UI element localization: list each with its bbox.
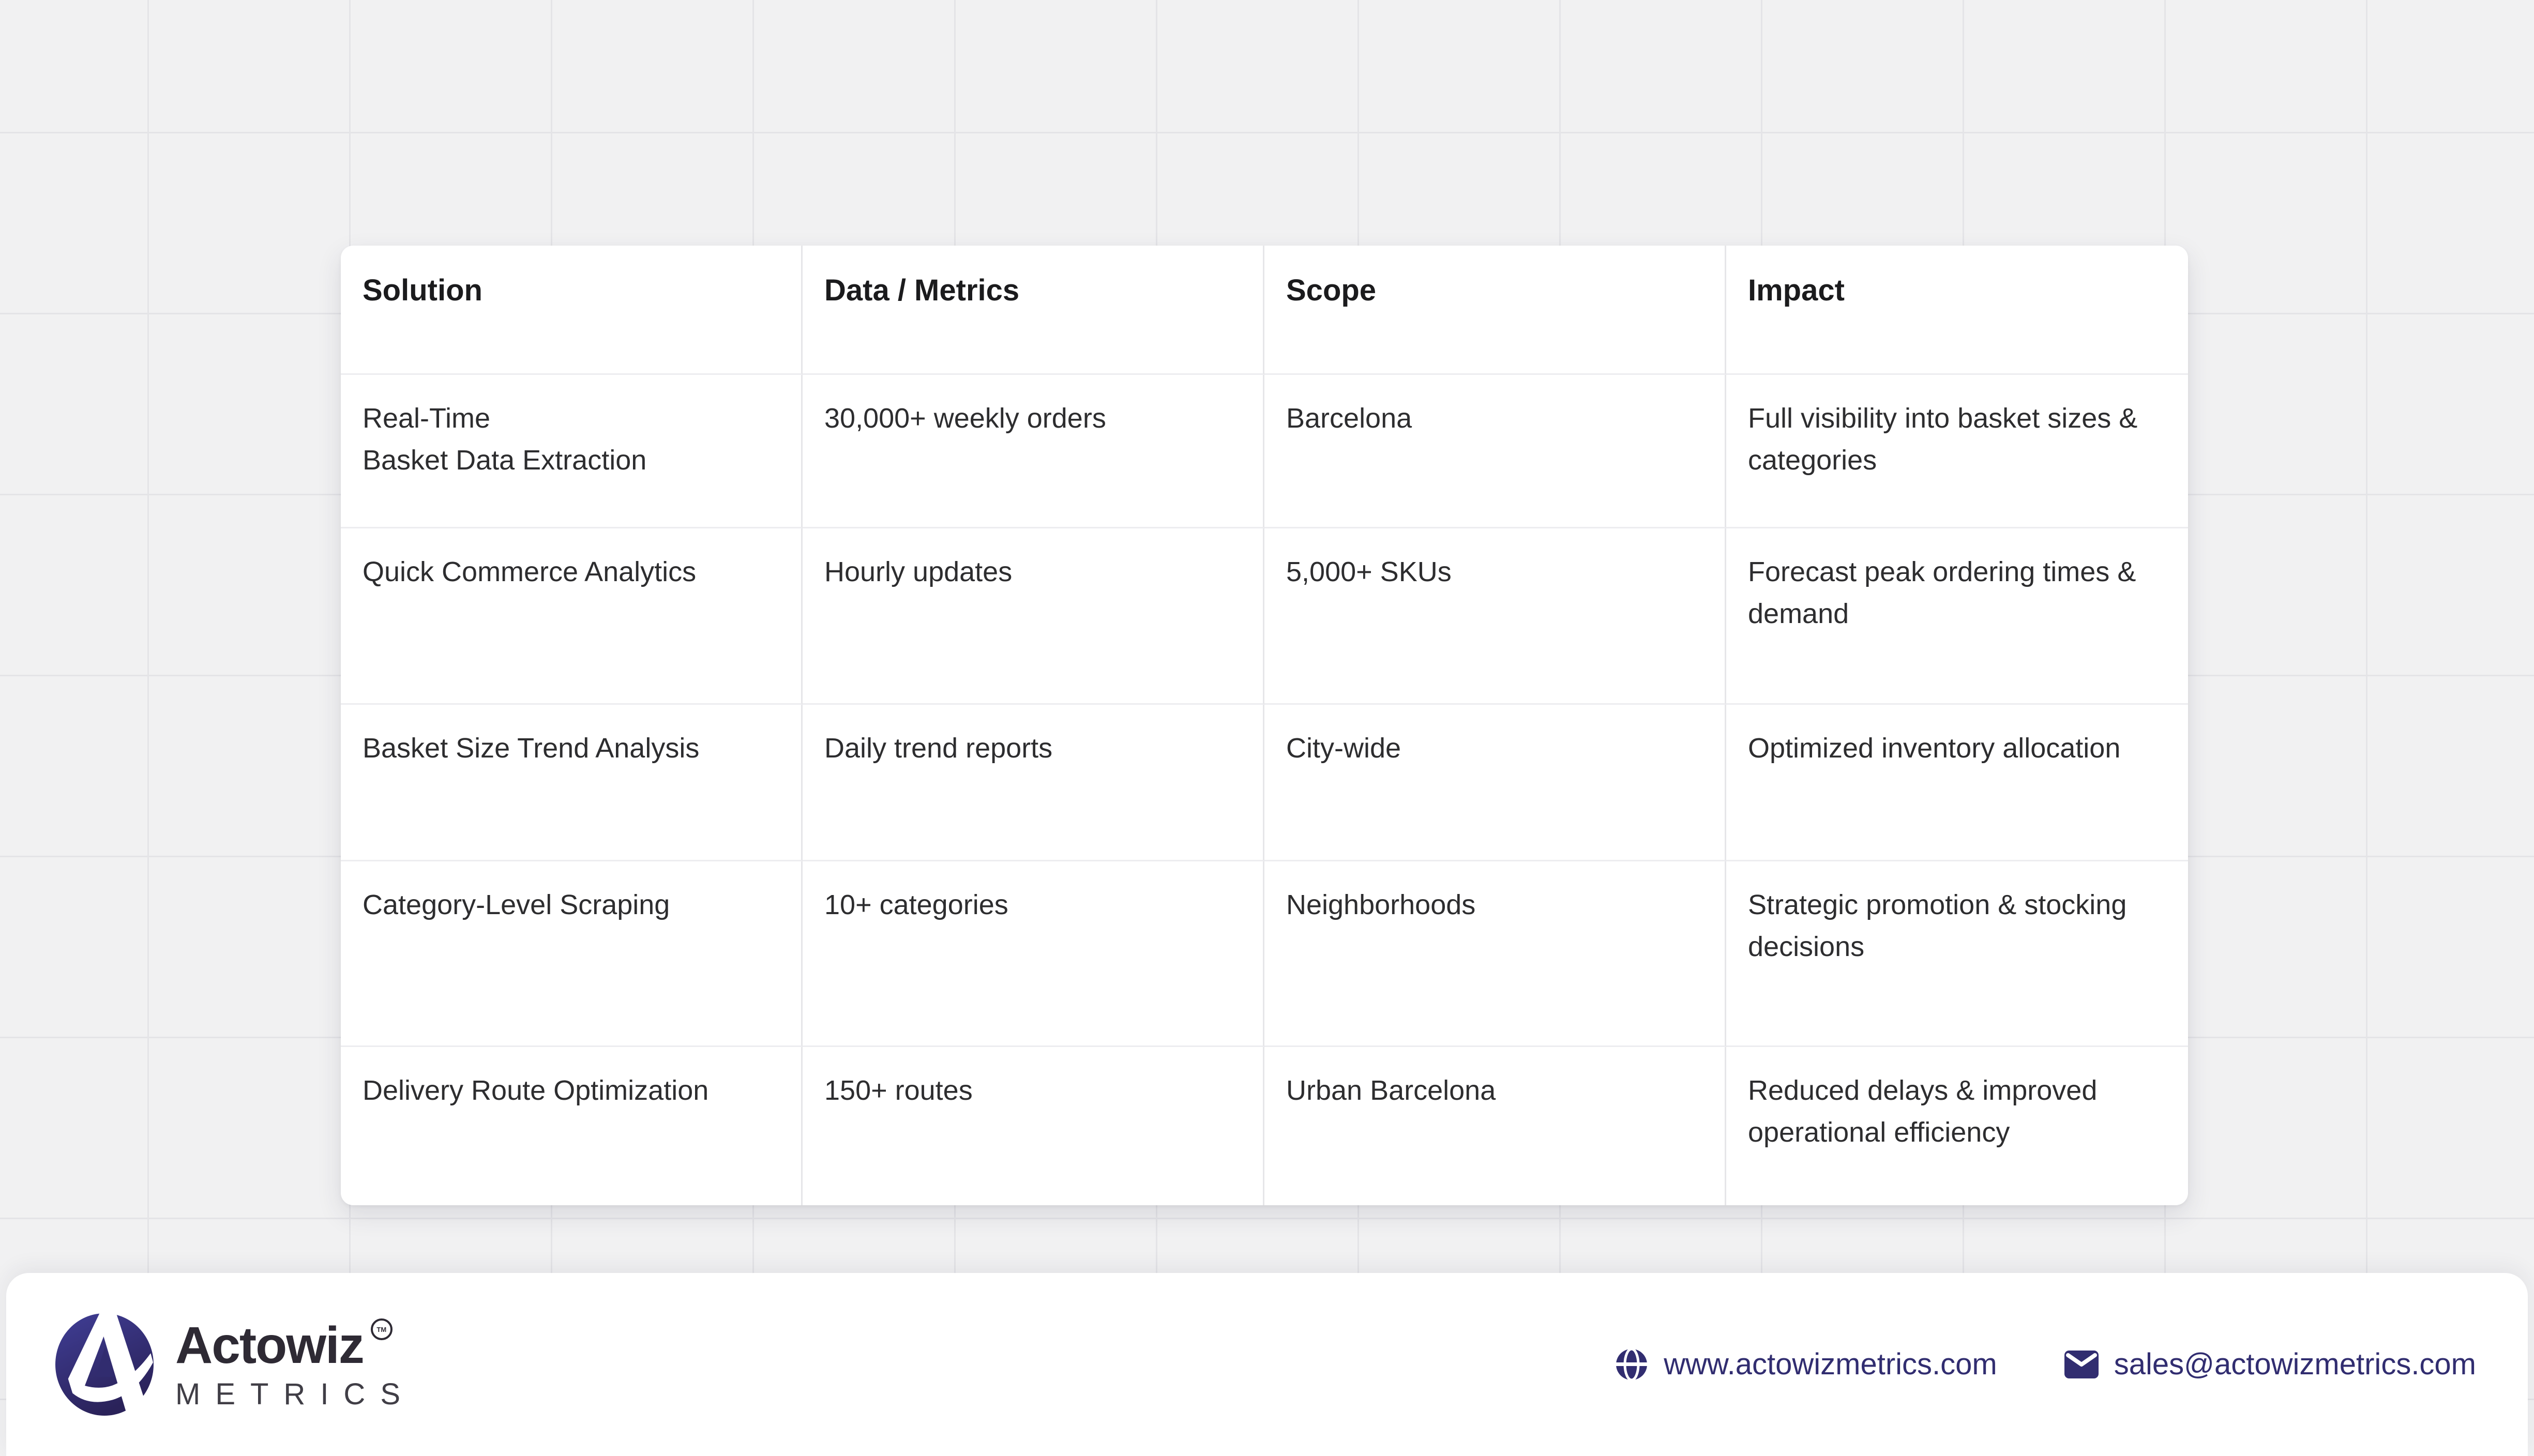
table-cell-solution: Quick Commerce Analytics <box>341 528 803 705</box>
footer-bar: Actowiz TM METRICS www.actowizmetrics.co… <box>6 1273 2528 1456</box>
table-cell-data_metrics: 150+ routes <box>803 1047 1264 1205</box>
table-cell-scope: 5,000+ SKUs <box>1264 528 1726 705</box>
column-header-scope: Scope <box>1264 246 1726 375</box>
column-header-data-metrics: Data / Metrics <box>803 246 1264 375</box>
table-cell-data_metrics: Hourly updates <box>803 528 1264 705</box>
email-link-label[interactable]: sales@actowizmetrics.com <box>2114 1348 2476 1381</box>
table-cell-solution: Real-Time Basket Data Extraction <box>341 375 803 528</box>
table-cell-scope: Urban Barcelona <box>1264 1047 1726 1205</box>
website-link-label[interactable]: www.actowizmetrics.com <box>1664 1348 1997 1381</box>
brand-logo: Actowiz TM METRICS <box>55 1313 415 1416</box>
website-link[interactable]: www.actowizmetrics.com <box>1615 1348 1997 1381</box>
table-cell-scope: Neighborhoods <box>1264 861 1726 1047</box>
table-cell-impact: Optimized inventory allocation <box>1726 705 2188 861</box>
table-cell-solution: Category-Level Scraping <box>341 861 803 1047</box>
table-cell-solution: Basket Size Trend Analysis <box>341 705 803 861</box>
column-header-solution: Solution <box>341 246 803 375</box>
mail-icon <box>2064 1351 2099 1378</box>
column-header-impact: Impact <box>1726 246 2188 375</box>
trademark-icon: TM <box>371 1318 393 1340</box>
table-cell-scope: City-wide <box>1264 705 1726 861</box>
globe-icon <box>1615 1348 1648 1381</box>
table-cell-data_metrics: 30,000+ weekly orders <box>803 375 1264 528</box>
table-cell-solution: Delivery Route Optimization <box>341 1047 803 1205</box>
table-cell-impact: Forecast peak ordering times & demand <box>1726 528 2188 705</box>
footer-contacts: www.actowizmetrics.com sales@actowizmetr… <box>1615 1348 2476 1381</box>
table-cell-scope: Barcelona <box>1264 375 1726 528</box>
table-cell-impact: Reduced delays & improved operational ef… <box>1726 1047 2188 1205</box>
solutions-table: Solution Data / Metrics Scope Impact Rea… <box>341 246 2188 1205</box>
table-cell-impact: Strategic promotion & stocking decisions <box>1726 861 2188 1047</box>
email-link[interactable]: sales@actowizmetrics.com <box>2064 1348 2476 1381</box>
brand-wordmark: Actowiz TM METRICS <box>175 1320 415 1409</box>
table-cell-data_metrics: Daily trend reports <box>803 705 1264 861</box>
table-cell-impact: Full visibility into basket sizes & cate… <box>1726 375 2188 528</box>
brand-name: Actowiz <box>175 1320 364 1371</box>
table-cell-data_metrics: 10+ categories <box>803 861 1264 1047</box>
page-canvas: { "colors": { "accent_indigo": "#312d70"… <box>0 0 2534 1456</box>
actowiz-a-logo-mark <box>55 1313 154 1416</box>
brand-subtitle: METRICS <box>175 1379 415 1409</box>
